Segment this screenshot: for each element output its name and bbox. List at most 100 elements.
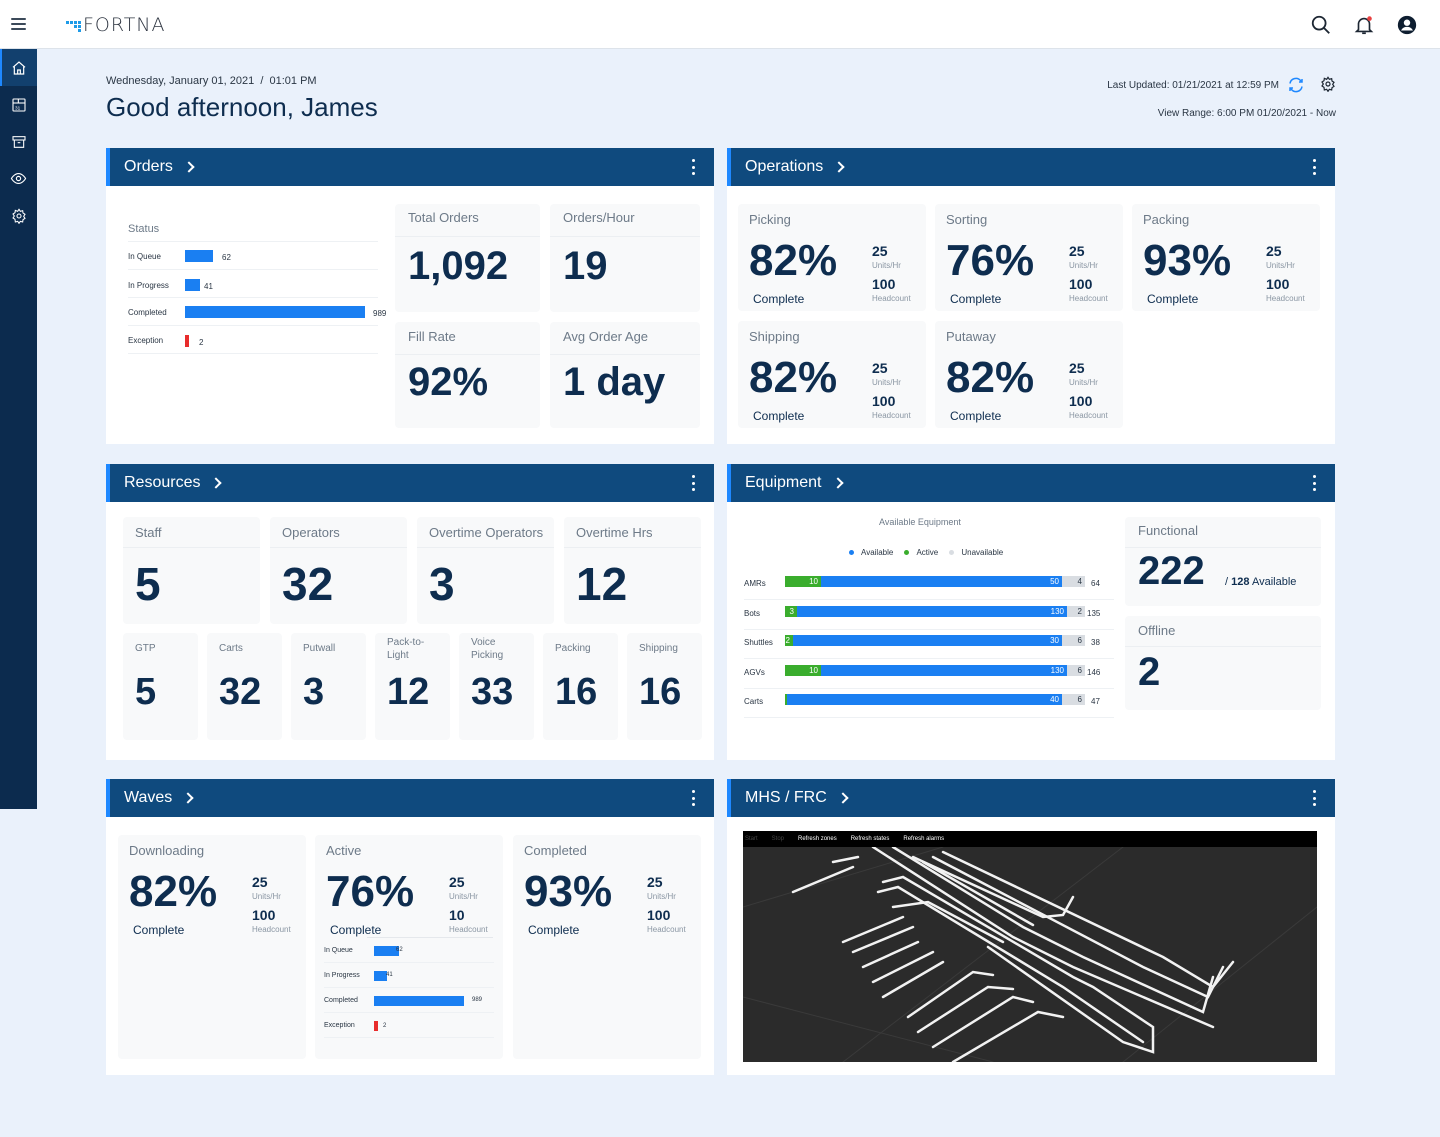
legend-active[interactable]: Active — [904, 548, 938, 557]
wave-card-downloading[interactable]: Downloading 82% Complete 25 Units/Hr 100… — [118, 835, 306, 1059]
stop-button[interactable]: Stop — [771, 836, 785, 842]
operations-panel-header: Operations — [727, 148, 1335, 186]
equipment-row[interactable]: Shuttles 2 30 6 38 — [744, 629, 1114, 659]
waves-panel: Waves Downloading 82% Complete 25 Units/… — [106, 779, 714, 1075]
sidebar-item-calendar[interactable]: 31 — [0, 86, 37, 123]
top-bar: FORTNA — [0, 0, 1440, 49]
more-options-icon[interactable] — [1309, 159, 1319, 175]
status-title: Status — [128, 223, 160, 235]
mhs-title[interactable]: MHS / FRC — [745, 789, 827, 806]
resource-card-putwall[interactable]: Putwall 3 — [291, 633, 366, 740]
chevron-right-icon[interactable] — [837, 792, 849, 804]
date-separator: / — [260, 75, 264, 87]
mhs-panel-header: MHS / FRC — [727, 779, 1335, 817]
resource-card-carts[interactable]: Carts 32 — [207, 633, 282, 740]
equipment-legend: Available Active Unavailable — [849, 548, 1003, 557]
orders-title[interactable]: Orders — [124, 158, 173, 175]
svg-text:31: 31 — [15, 105, 21, 110]
equipment-row[interactable]: Carts 1 40 6 47 — [744, 688, 1114, 718]
wave-card-active[interactable]: Active 76% Complete 25 Units/Hr 10 Headc… — [315, 835, 503, 1059]
status-row: In Queue 62 — [324, 938, 494, 963]
status-bar — [185, 306, 365, 318]
resource-card-packing[interactable]: Packing 16 — [543, 633, 618, 740]
current-time: 01:01 PM — [269, 75, 317, 87]
op-card-picking[interactable]: Picking 82% Complete 25 Units/Hr 100 Hea… — [738, 204, 926, 311]
search-icon[interactable] — [1310, 14, 1332, 36]
status-bar — [185, 279, 200, 291]
start-button[interactable]: Start — [745, 836, 758, 842]
legend-available[interactable]: Available — [849, 548, 893, 557]
hamburger-icon[interactable] — [11, 18, 26, 30]
status-row: Completed 989 — [324, 988, 494, 1013]
chevron-right-icon[interactable] — [831, 477, 844, 489]
date-time: Wednesday, January 01, 2021 / 01:01 PM — [106, 75, 317, 87]
more-options-icon[interactable] — [688, 159, 698, 175]
waves-title[interactable]: Waves — [124, 789, 173, 806]
current-date: Wednesday, January 01, 2021 — [106, 75, 255, 87]
refresh-zones-button[interactable]: Refresh zones — [798, 836, 837, 842]
equipment-panel-header: Equipment — [727, 464, 1335, 502]
op-card-putaway[interactable]: Putaway 82% Complete 25 Units/Hr 100 Hea… — [935, 321, 1123, 428]
view-range[interactable]: View Range: 6:00 PM 01/20/2021 - Now — [1157, 108, 1336, 119]
sidebar-item-home[interactable] — [0, 49, 37, 86]
equipment-row[interactable]: AGVs 10 130 6 146 — [744, 659, 1114, 689]
op-card-packing[interactable]: Packing 93% Complete 25 Units/Hr 100 Hea… — [1132, 204, 1320, 311]
equipment-panel: Equipment Available Equipment Available … — [727, 464, 1335, 760]
chevron-right-icon[interactable] — [182, 792, 194, 804]
page-title: Good afternoon, James — [106, 92, 378, 122]
bell-icon[interactable] — [1353, 14, 1375, 36]
resources-panel: Resources Staff 5 Operators 32 Overtime … — [106, 464, 714, 760]
dashboard-settings-icon[interactable] — [1320, 76, 1336, 92]
chevron-right-icon[interactable] — [833, 161, 845, 173]
waves-panel-header: Waves — [106, 779, 714, 817]
status-row: In Queue 62 — [128, 242, 378, 270]
overtime-hrs-card[interactable]: Overtime Hrs 12 — [564, 517, 701, 624]
equipment-row[interactable]: Bots 3 130 2 135 — [744, 600, 1114, 630]
resource-card-gtp[interactable]: GTP 5 — [123, 633, 198, 740]
legend-unavailable[interactable]: Unavailable — [949, 548, 1003, 557]
more-options-icon[interactable] — [1309, 475, 1319, 491]
total-orders-card[interactable]: Total Orders 1,092 — [395, 204, 540, 312]
sidebar: 31 — [0, 49, 37, 809]
orders-per-hour-card[interactable]: Orders/Hour 19 — [550, 204, 700, 312]
more-options-icon[interactable] — [688, 790, 698, 806]
calendar-icon: 31 — [11, 97, 26, 112]
overtime-operators-card[interactable]: Overtime Operators 3 — [417, 517, 554, 624]
staff-card[interactable]: Staff 5 — [123, 517, 260, 624]
sidebar-item-view[interactable] — [0, 160, 37, 197]
equipment-row[interactable]: AMRs 10 50 4 64 — [744, 570, 1114, 600]
status-row: Exception 2 — [128, 326, 378, 354]
op-card-shipping[interactable]: Shipping 82% Complete 25 Units/Hr 100 He… — [738, 321, 926, 428]
fortna-logo[interactable]: FORTNA — [66, 14, 166, 36]
wave-card-completed[interactable]: Completed 93% Complete 25 Units/Hr 100 H… — [513, 835, 701, 1059]
resource-card-shipping[interactable]: Shipping 16 — [627, 633, 702, 740]
functional-card[interactable]: Functional 222 / 128 Available — [1125, 517, 1321, 606]
offline-card[interactable]: Offline 2 — [1125, 616, 1321, 710]
sidebar-item-archive[interactable] — [0, 123, 37, 160]
sidebar-item-settings[interactable] — [0, 197, 37, 234]
refresh-icon[interactable] — [1287, 76, 1305, 94]
resource-card-voice-picking[interactable]: Voice Picking 33 — [459, 633, 534, 740]
more-options-icon[interactable] — [688, 475, 698, 491]
refresh-alarms-button[interactable]: Refresh alarms — [903, 836, 945, 842]
status-row: Exception 2 — [324, 1013, 494, 1038]
refresh-states-button[interactable]: Refresh states — [850, 836, 890, 842]
operations-title[interactable]: Operations — [745, 158, 824, 175]
more-options-icon[interactable] — [1309, 790, 1319, 806]
chevron-right-icon[interactable] — [210, 477, 223, 489]
last-updated: Last Updated: 01/21/2021 at 12:59 PM — [1107, 80, 1279, 91]
avg-order-age-card[interactable]: Avg Order Age 1 day — [550, 322, 700, 428]
mhs-3d-view[interactable]: Start Stop Refresh zones Refresh states … — [743, 831, 1317, 1062]
user-circle-icon[interactable] — [1396, 14, 1418, 36]
operators-card[interactable]: Operators 32 — [270, 517, 407, 624]
chevron-right-icon[interactable] — [183, 161, 195, 173]
resources-panel-header: Resources — [106, 464, 714, 502]
op-card-sorting[interactable]: Sorting 76% Complete 25 Units/Hr 100 Hea… — [935, 204, 1123, 311]
dot-icon — [904, 550, 910, 556]
equipment-chart-title: Available Equipment — [879, 517, 961, 527]
equipment-chart: AMRs 10 50 4 64 Bots 3 130 2 135 Shuttle… — [744, 570, 1114, 770]
resources-title[interactable]: Resources — [124, 474, 201, 491]
resource-card-pack-to-light[interactable]: Pack-to-Light 12 — [375, 633, 450, 740]
equipment-title[interactable]: Equipment — [745, 474, 822, 491]
fill-rate-card[interactable]: Fill Rate 92% — [395, 322, 540, 428]
